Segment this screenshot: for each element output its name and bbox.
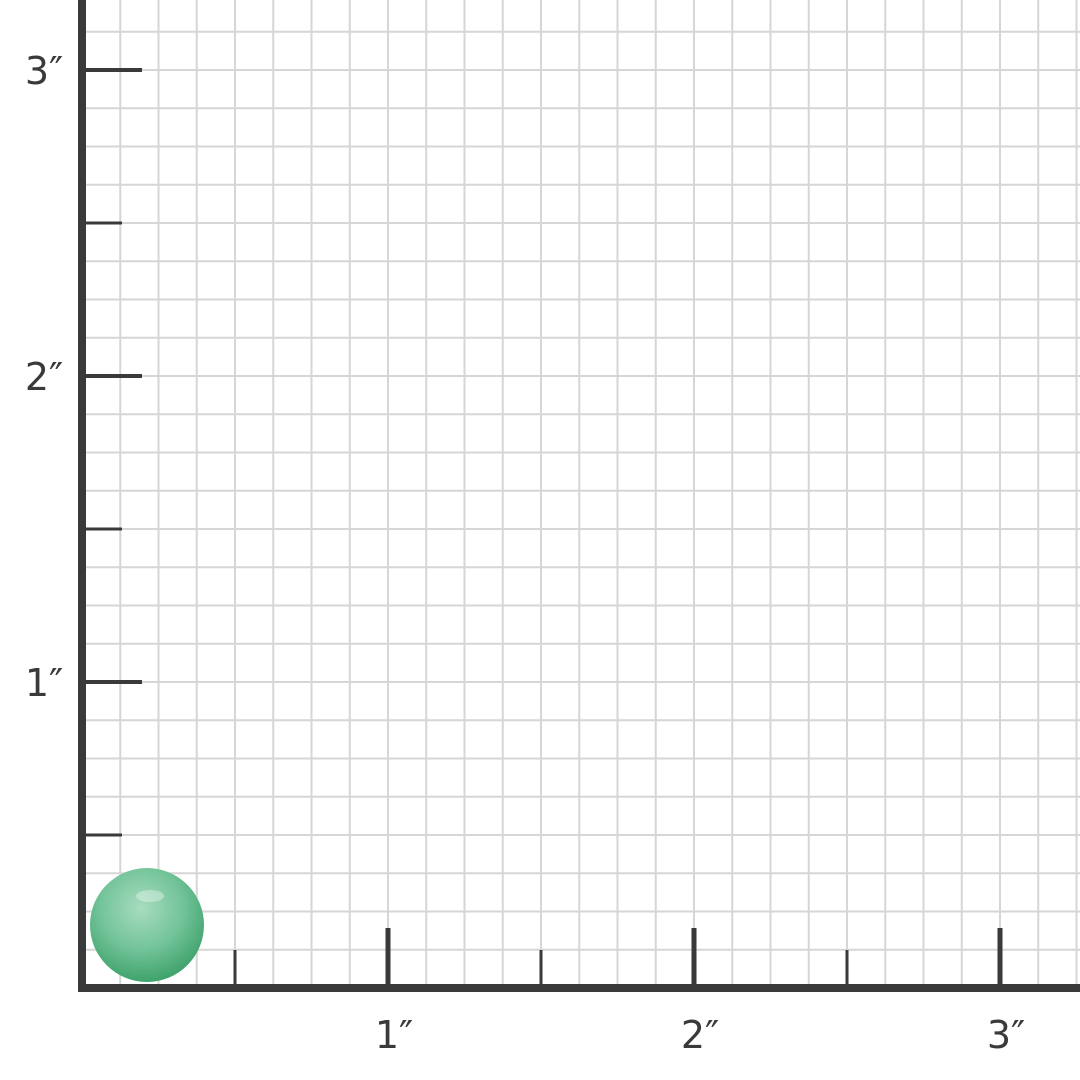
x-tick-label: 3″ (987, 1013, 1025, 1057)
bead-highlight (136, 890, 164, 902)
y-tick-label: 1″ (25, 661, 63, 705)
y-tick-label: 2″ (25, 355, 63, 399)
bead-image (90, 868, 204, 982)
x-tick-label: 1″ (375, 1013, 413, 1057)
y-tick-label: 3″ (25, 49, 63, 93)
x-tick-label: 2″ (681, 1013, 719, 1057)
